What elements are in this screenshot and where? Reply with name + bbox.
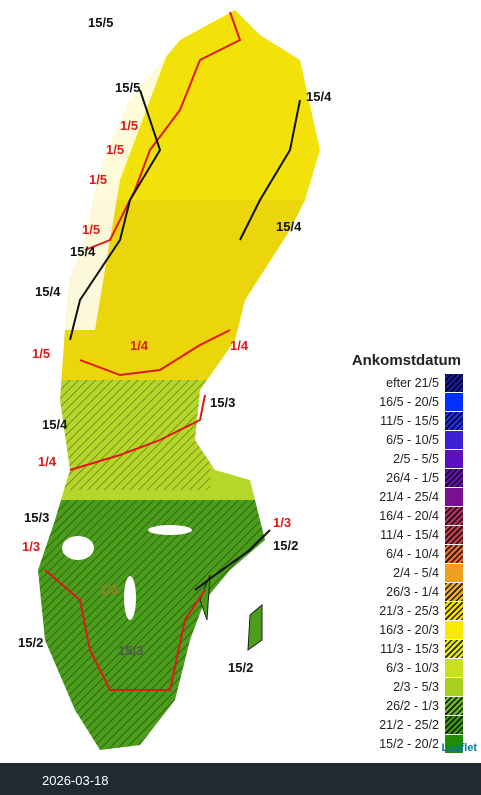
legend-label: 2/5 - 5/5 (393, 451, 439, 466)
legend-label: 2/4 - 5/4 (393, 565, 439, 580)
map-label: 15/3 (210, 395, 235, 410)
legend-label: 16/4 - 20/4 (379, 508, 439, 523)
legend-label: 6/5 - 10/5 (386, 432, 439, 447)
legend-item: 11/5 - 15/5 (318, 411, 463, 430)
legend-item: 11/4 - 15/4 (318, 525, 463, 544)
legend-swatch (445, 601, 463, 620)
legend-item: 6/5 - 10/5 (318, 430, 463, 449)
map: 15/5 15/5 15/4 1/5 1/5 1/5 15/4 1/5 15/4… (18, 10, 332, 750)
legend-swatch (445, 392, 463, 411)
legend-label: 2/3 - 5/3 (393, 679, 439, 694)
map-label: 1/3 (22, 539, 40, 554)
map-label: 15/2 (18, 635, 43, 650)
legend-swatch (445, 544, 463, 563)
legend-swatch (445, 487, 463, 506)
legend-item: 6/3 - 10/3 (318, 658, 463, 677)
legend-swatch (445, 525, 463, 544)
legend-label: 11/3 - 15/3 (380, 641, 439, 656)
legend-item: 11/3 - 15/3 (318, 639, 463, 658)
map-label: 15/4 (35, 284, 61, 299)
legend-label: 21/3 - 25/3 (379, 603, 439, 618)
footer-bar: 2026-03-18 (0, 763, 481, 795)
map-label: 15/2 (273, 538, 298, 553)
map-label: 15/4 (42, 417, 68, 432)
map-label: 1/4 (130, 338, 149, 353)
legend-swatch (445, 696, 463, 715)
legend-label: 26/2 - 1/3 (386, 698, 439, 713)
legend-swatch (445, 468, 463, 487)
legend-item: 21/3 - 25/3 (318, 601, 463, 620)
map-label: 15/5 (115, 80, 140, 95)
legend-item: 2/4 - 5/4 (318, 563, 463, 582)
legend-title: Ankomstdatum (351, 352, 461, 369)
map-label: 1/3 (273, 515, 291, 530)
legend-label: 26/4 - 1/5 (386, 470, 439, 485)
legend-item: 16/5 - 20/5 (318, 392, 463, 411)
attribution-link[interactable]: Leaflet (441, 742, 477, 754)
legend-label: 11/5 - 15/5 (380, 413, 439, 428)
legend-item: 16/4 - 20/4 (318, 506, 463, 525)
legend-swatch (445, 582, 463, 601)
map-label: 1/5 (89, 172, 107, 187)
gotland (247, 603, 263, 652)
legend-item: 26/2 - 1/3 (318, 696, 463, 715)
legend-swatch (445, 563, 463, 582)
map-label: 15/5 (88, 15, 113, 30)
map-label: 1/5 (82, 222, 100, 237)
legend-label: 15/2 - 20/2 (379, 736, 439, 751)
legend-item: 26/3 - 1/4 (318, 582, 463, 601)
legend-item: 15/2 - 20/2 (318, 734, 463, 753)
map-label: 1/5 (32, 346, 50, 361)
legend-item: 21/4 - 25/4 (318, 487, 463, 506)
legend-swatch (445, 430, 463, 449)
legend-label: 11/4 - 15/4 (380, 527, 439, 542)
legend-items: efter 21/5 16/5 - 20/5 11/5 - 15/5 6/5 - 10… (318, 373, 463, 753)
legend-item: 6/4 - 10/4 (318, 544, 463, 563)
legend-swatch (445, 639, 463, 658)
legend-label: 21/2 - 25/2 (379, 717, 439, 732)
legend-swatch (445, 677, 463, 696)
isolines (44, 11, 301, 691)
legend-item: 26/4 - 1/5 (318, 468, 463, 487)
legend-item: efter 21/5 (318, 373, 463, 392)
legend-label: 16/5 - 20/5 (379, 394, 439, 409)
legend-swatch (445, 658, 463, 677)
legend-label: 6/3 - 10/3 (386, 660, 439, 675)
map-label: 1/4 (38, 454, 57, 469)
legend-swatch (445, 734, 463, 753)
legend-swatch (445, 506, 463, 525)
legend-label: 26/3 - 1/4 (386, 584, 439, 599)
legend-item: 21/2 - 25/2 (318, 715, 463, 734)
oland (199, 574, 211, 621)
legend-swatch (445, 620, 463, 639)
map-label: 15/2 (228, 660, 253, 675)
legend: Ankomstdatum efter 21/5 16/5 - 20/5 11/5 -… (318, 352, 463, 753)
legend-label: 16/3 - 20/3 (379, 622, 439, 637)
legend-label: 6/4 - 10/4 (386, 546, 439, 561)
map-label: 1/5 (106, 142, 124, 157)
map-label: 15/3 (118, 643, 143, 658)
map-label: 15/4 (70, 244, 96, 259)
legend-swatch (445, 715, 463, 734)
legend-item: 16/3 - 20/3 (318, 620, 463, 639)
map-label: 15/3 (24, 510, 49, 525)
map-label: 1/3 (100, 582, 118, 597)
legend-swatch (445, 373, 463, 392)
legend-item: 2/3 - 5/3 (318, 677, 463, 696)
legend-label: 21/4 - 25/4 (379, 489, 439, 504)
date: 2026-03-18 (42, 773, 109, 788)
legend-swatch (445, 411, 463, 430)
map-label: 15/4 (276, 219, 302, 234)
legend-item: 2/5 - 5/5 (318, 449, 463, 468)
legend-swatch (445, 449, 463, 468)
map-label: 1/5 (120, 118, 138, 133)
map-label: 1/4 (230, 338, 249, 353)
legend-label: efter 21/5 (386, 375, 439, 390)
map-label: 15/4 (306, 89, 332, 104)
